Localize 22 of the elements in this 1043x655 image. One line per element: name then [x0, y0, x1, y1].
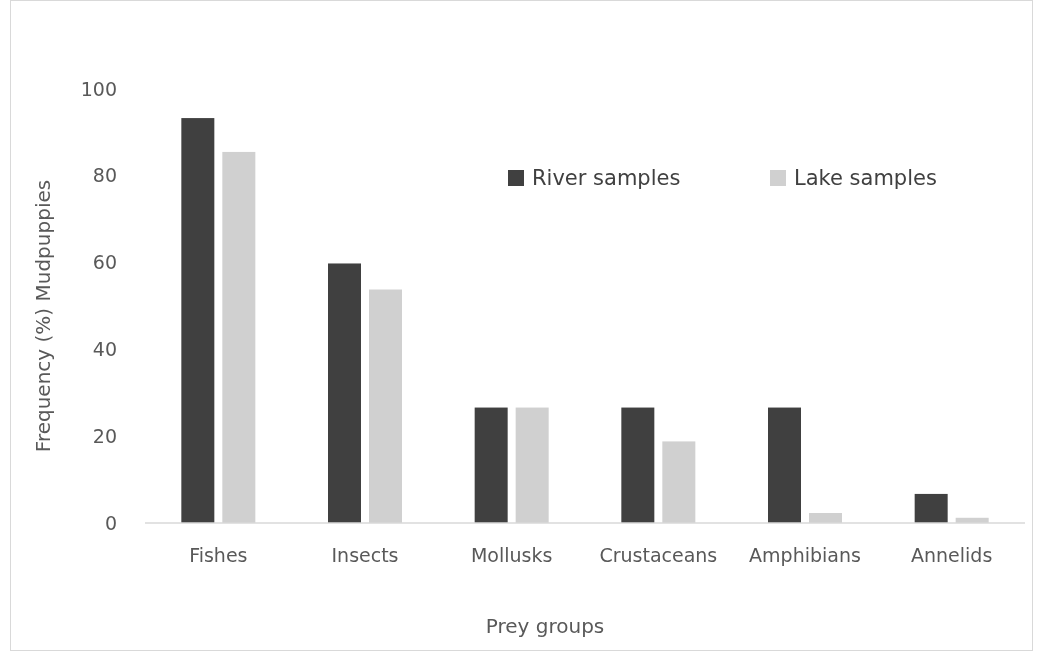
x-tick-label: Annelids	[911, 544, 993, 566]
legend-label: Lake samples	[794, 166, 937, 191]
y-tick-label: 60	[92, 251, 117, 274]
x-tick-label: Crustaceans	[599, 544, 718, 566]
x-tick-label: Amphibians	[749, 544, 861, 566]
bar	[181, 118, 215, 523]
x-tick-label: Mollusks	[470, 544, 553, 566]
y-tick-label: 40	[92, 338, 117, 361]
bar	[621, 407, 655, 523]
y-tick-label: 20	[92, 424, 117, 447]
bar	[328, 263, 361, 523]
x-axis-title: Prey groups	[485, 614, 605, 638]
y-tick-label: 100	[80, 77, 117, 100]
bar	[768, 407, 801, 523]
y-tick-label: 0	[104, 511, 117, 534]
bar	[474, 407, 508, 523]
y-tick-label: 80	[92, 164, 117, 187]
x-tick-label: Fishes	[189, 544, 248, 566]
legend-label: River samples	[532, 166, 681, 191]
bar	[914, 493, 948, 523]
x-tick-label: Insects	[331, 544, 399, 566]
y-axis-title: Frequency (%) Mudpuppies	[31, 179, 55, 453]
